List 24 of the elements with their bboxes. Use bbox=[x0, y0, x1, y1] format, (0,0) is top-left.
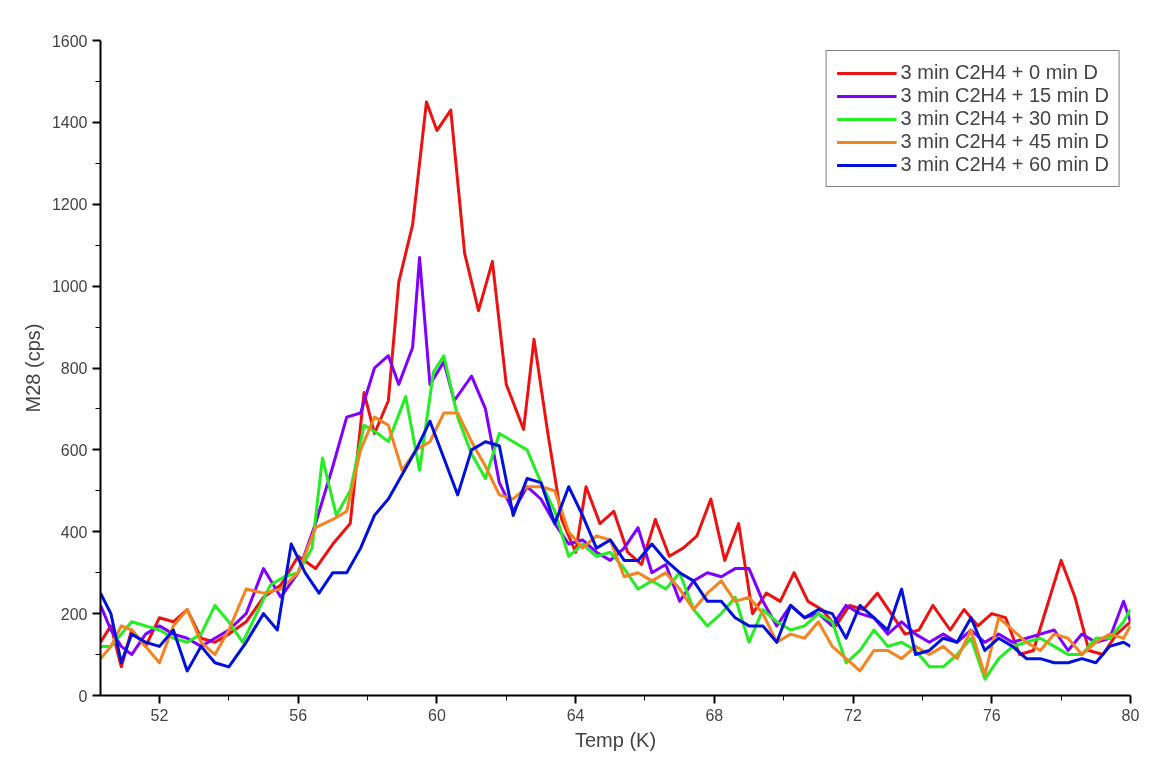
x-tick-label: 56 bbox=[289, 706, 308, 724]
x-axis-title: Temp (K) bbox=[574, 728, 657, 751]
y-tick-label: 1000 bbox=[51, 278, 88, 296]
x-tick-label: 64 bbox=[566, 706, 585, 724]
x-tick-label: 80 bbox=[1121, 706, 1140, 724]
legend-label: 3 min C2H4 + 60 min D bbox=[900, 153, 1109, 176]
x-tick-label: 76 bbox=[982, 706, 1001, 724]
x-tick-label: 68 bbox=[705, 706, 724, 724]
y-tick-label: 1400 bbox=[51, 114, 88, 132]
legend-label: 3 min C2H4 + 30 min D bbox=[900, 107, 1109, 130]
x-tick-label: 72 bbox=[844, 706, 863, 724]
legend-label: 3 min C2H4 + 45 min D bbox=[900, 130, 1109, 153]
y-tick-label: 1200 bbox=[51, 196, 88, 214]
y-tick-label: 200 bbox=[60, 605, 88, 623]
y-tick-label: 600 bbox=[60, 441, 88, 459]
x-tick-label: 52 bbox=[150, 706, 169, 724]
y-tick-label: 0 bbox=[78, 687, 88, 705]
legend-label: 3 min C2H4 + 15 min D bbox=[900, 84, 1109, 107]
y-tick-label: 800 bbox=[60, 360, 88, 377]
x-tick-label: 60 bbox=[428, 706, 446, 724]
y-axis-title: M28 (cps) bbox=[21, 323, 44, 413]
legend-label: 3 min C2H4 + 0 min D bbox=[900, 61, 1098, 84]
y-tick-label: 1600 bbox=[51, 32, 88, 50]
y-tick-label: 400 bbox=[60, 523, 88, 541]
